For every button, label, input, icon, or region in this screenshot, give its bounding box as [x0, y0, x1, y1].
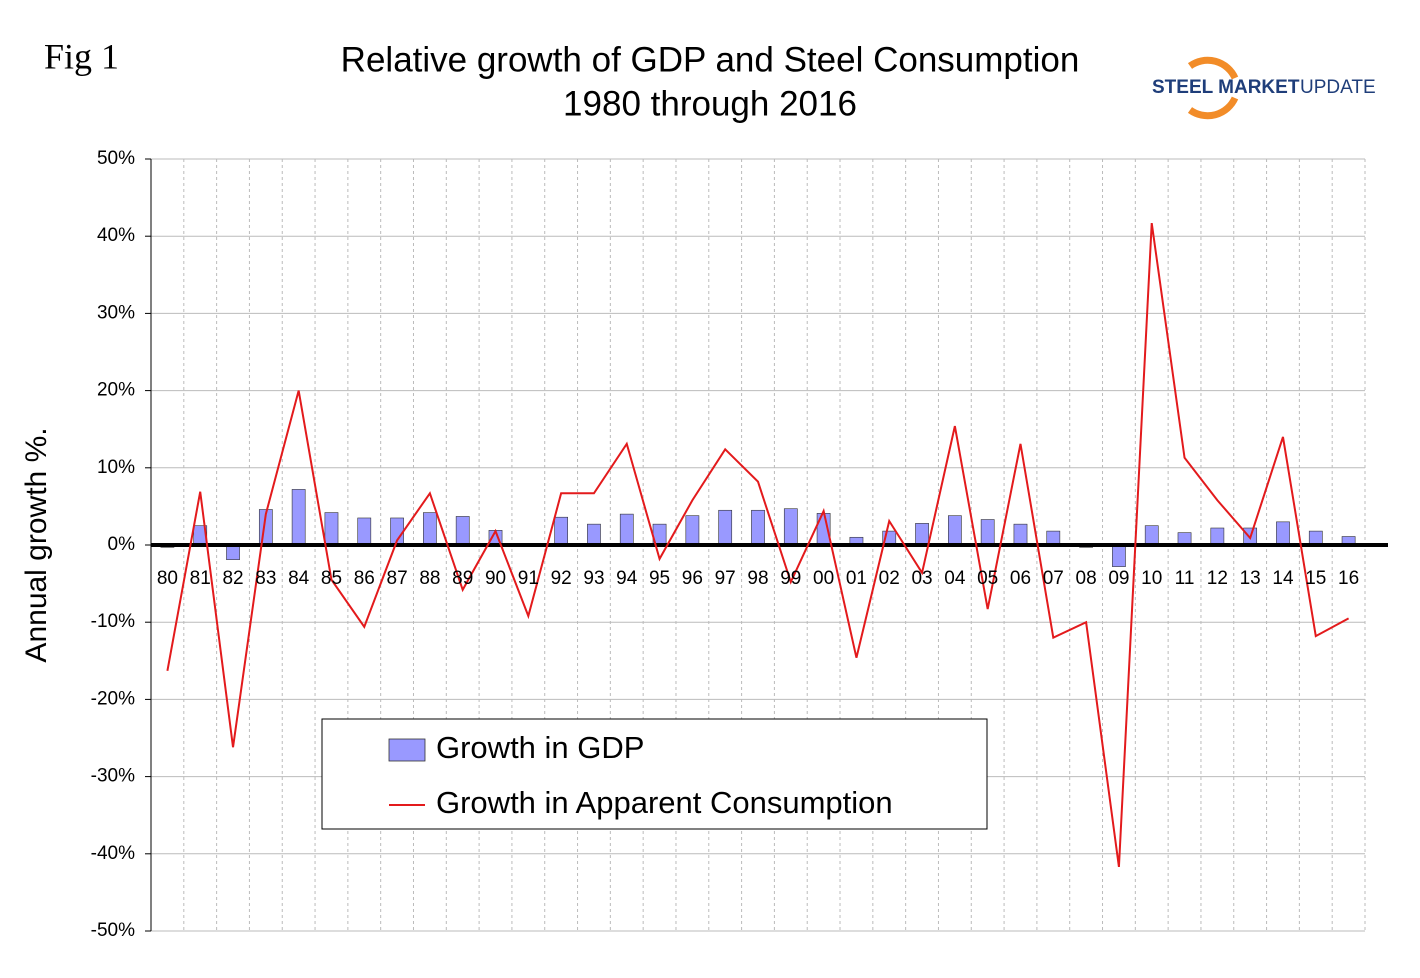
x-tick-label: 97: [715, 568, 736, 589]
bar: [783, 508, 798, 546]
y-tick-label: 30%: [97, 302, 135, 323]
bar: [423, 512, 437, 546]
legend-box: [321, 718, 988, 830]
chart-subtitle: 1980 through 2016: [563, 84, 857, 123]
x-tick-label: 94: [616, 568, 638, 589]
x-tick-label: 82: [222, 568, 243, 589]
bar: [291, 489, 306, 546]
x-tick-label: 87: [387, 568, 408, 589]
x-tick-label: 96: [682, 568, 703, 589]
x-tick-label: 13: [1240, 568, 1261, 589]
bar: [1046, 530, 1061, 546]
y-tick-label: 0%: [108, 534, 136, 555]
x-tick-label: 04: [944, 568, 966, 589]
bar: [455, 516, 470, 546]
bar: [948, 515, 962, 546]
bar: [718, 509, 733, 546]
bar: [324, 512, 339, 546]
x-tick-label: 11: [1175, 568, 1195, 589]
legend-swatch: [388, 738, 426, 762]
x-tick-label: 08: [1076, 568, 1097, 589]
bar: [226, 544, 240, 560]
x-tick-label: 90: [485, 568, 506, 589]
x-tick-label: 06: [1010, 568, 1031, 589]
x-tick-label: 15: [1305, 568, 1326, 589]
x-tick-label: 99: [780, 568, 801, 589]
bar: [1013, 523, 1028, 546]
legend-label: Growth in Apparent Consumption: [436, 785, 893, 820]
x-tick-label: 01: [846, 568, 867, 589]
x-tick-label: 03: [911, 568, 932, 589]
y-tick-label: -50%: [91, 920, 135, 941]
x-tick-label: 84: [288, 568, 310, 589]
y-tick-label: 20%: [97, 380, 135, 401]
x-tick-label: 02: [879, 568, 900, 589]
bar: [685, 515, 700, 546]
x-tick-label: 95: [649, 568, 670, 589]
bar: [980, 519, 995, 546]
x-tick-label: 83: [255, 568, 276, 589]
chart-title: Relative growth of GDP and Steel Consump…: [341, 40, 1080, 79]
x-tick-label: 92: [551, 568, 572, 589]
bar: [1210, 527, 1225, 546]
logo-arc: [1187, 56, 1239, 80]
x-tick-label: 81: [190, 568, 211, 589]
logo-light: UPDATE: [1300, 77, 1376, 98]
y-axis-title: Annual growth %.: [20, 427, 53, 662]
x-tick-label: 00: [813, 568, 834, 589]
x-tick-label: 10: [1141, 568, 1162, 589]
legend-label: Growth in GDP: [436, 730, 644, 765]
bar: [915, 523, 929, 546]
x-tick-label: 91: [518, 568, 539, 589]
bar: [1308, 530, 1323, 546]
bar: [751, 509, 765, 546]
plot-area: -50% -40% -30% -20% -10% 0% 10% 20% 30% 40% 50% 80 8…: [91, 148, 1388, 941]
fig-label: Fig 1: [44, 36, 119, 76]
y-tick-label: -10%: [91, 611, 135, 632]
y-tick-label: 10%: [97, 457, 135, 478]
y-tick-label: -30%: [91, 766, 135, 787]
y-tick-label: 40%: [97, 225, 135, 246]
x-tick-label: 12: [1207, 568, 1228, 589]
x-tick-label: 88: [419, 568, 440, 589]
x-tick-label: 86: [354, 568, 375, 589]
line: [166, 222, 1350, 868]
x-tick-label: 07: [1043, 568, 1064, 589]
bar: [1144, 525, 1159, 546]
bar: [357, 517, 372, 546]
y-tick-label: -20%: [91, 688, 135, 709]
y-tick-label: -40%: [91, 843, 135, 864]
x-tick-label: 85: [321, 568, 342, 589]
bar: [619, 513, 634, 546]
x-tick-label: 89: [452, 568, 473, 589]
x-tick-label: 16: [1338, 568, 1359, 589]
logo: STEEL MARKET UPDATE: [1152, 56, 1376, 120]
bar: [1276, 521, 1290, 546]
x-tick-label: 05: [977, 568, 998, 589]
bar: [554, 516, 568, 546]
bar: [587, 523, 601, 546]
x-tick-label: 80: [157, 568, 178, 589]
y-tick-label: 50%: [97, 148, 135, 169]
x-tick-label: 98: [747, 568, 768, 589]
x-tick-label: 93: [583, 568, 604, 589]
logo-bold: STEEL MARKET: [1152, 77, 1300, 98]
bar: [1112, 544, 1126, 567]
x-tick-label: 09: [1108, 568, 1129, 589]
x-tick-label: 14: [1272, 568, 1294, 589]
logo-arc: [1187, 96, 1239, 120]
